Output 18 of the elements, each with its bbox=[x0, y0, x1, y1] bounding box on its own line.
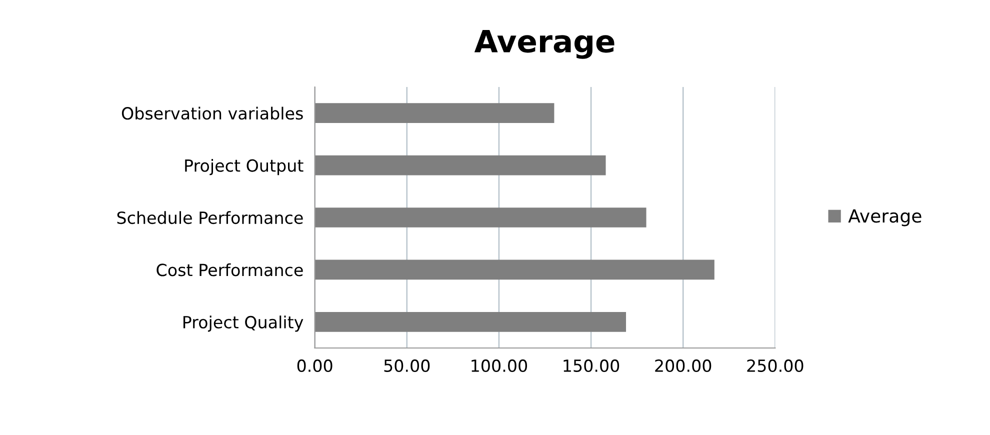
y-tick-label: Project Output bbox=[185, 158, 304, 176]
legend-label: Average bbox=[848, 209, 922, 226]
y-tick-label: Schedule Performance bbox=[117, 211, 303, 224]
y-tick-label: Cost Performance bbox=[156, 263, 303, 276]
bar bbox=[314, 155, 606, 176]
x-tick-label: 250.00 bbox=[747, 359, 804, 372]
bar bbox=[314, 312, 626, 332]
y-tick-label: Observation variables bbox=[122, 106, 303, 120]
x-tick-label: 200.00 bbox=[655, 359, 712, 372]
x-tick-label: 0.00 bbox=[297, 359, 332, 372]
bar bbox=[314, 103, 554, 124]
y-tick-label: Project Quality bbox=[183, 316, 304, 332]
bar bbox=[314, 260, 714, 280]
chart-title: Average bbox=[474, 30, 614, 59]
bar bbox=[314, 208, 646, 228]
x-tick-label: 150.00 bbox=[564, 359, 620, 372]
x-tick-label: 50.00 bbox=[384, 359, 430, 372]
x-tick-label: 100.00 bbox=[472, 359, 528, 372]
